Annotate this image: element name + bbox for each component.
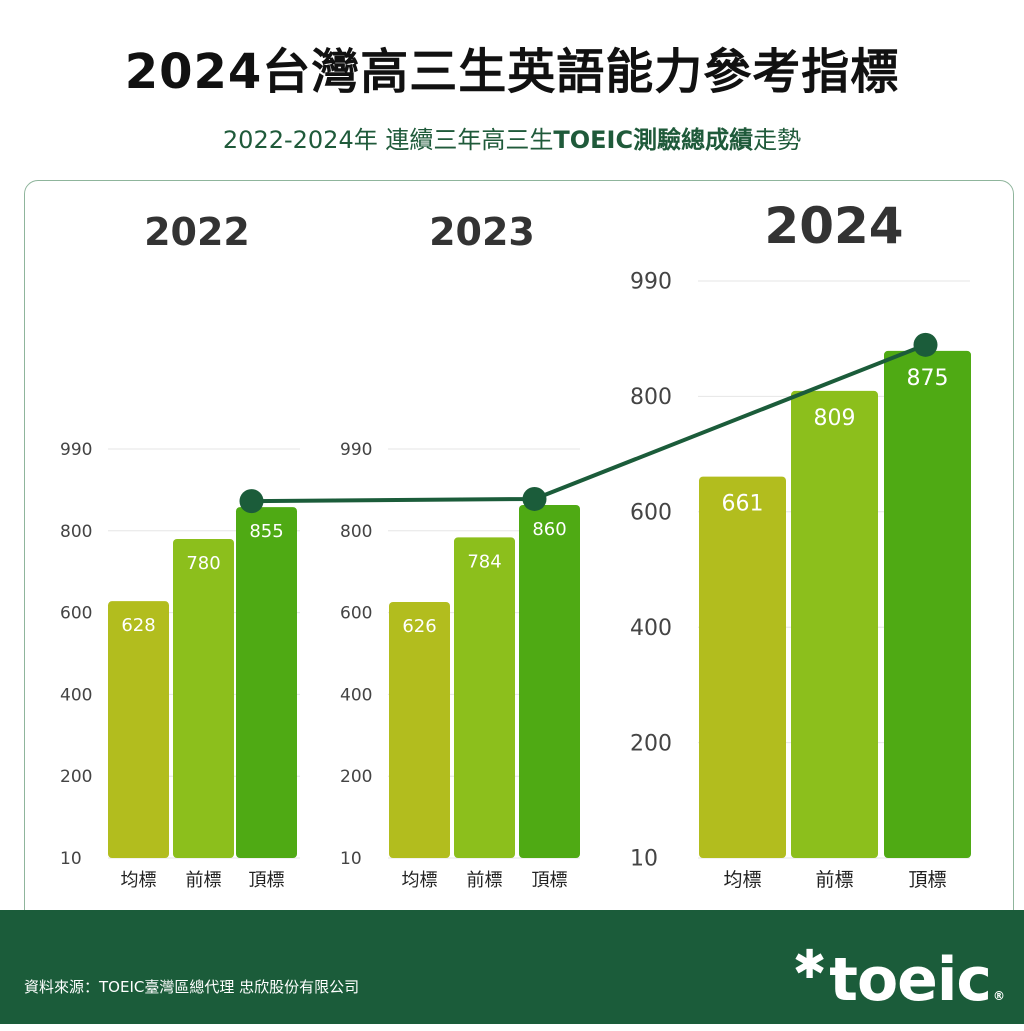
x-category-label: 頂標 [249,870,285,891]
y-tick-label: 990 [340,440,372,460]
y-tick-label: 400 [340,685,372,705]
source-note: 資料來源：TOEIC臺灣區總代理 忠欣股份有限公司 [24,978,360,996]
data-label: 855 [249,521,283,542]
x-category-label: 頂標 [908,869,946,891]
panel-title-2023: 2023 [429,210,535,254]
registered-mark: ® [993,989,1005,1003]
subtitle-emphasis: TOEIC測驗總成績 [553,126,754,154]
x-category-label: 頂標 [532,870,568,891]
y-tick-label: 990 [630,270,672,295]
bar-頂標 [519,504,580,858]
x-category-label: 均標 [402,870,438,891]
trend-point-2024 [913,332,938,357]
bar-頂標 [884,350,971,858]
y-tick-label: 10 [630,847,658,872]
x-category-label: 前標 [186,870,222,891]
data-label: 626 [402,616,436,637]
bar-均標 [108,601,169,858]
bar-均標 [389,601,450,858]
x-category-label: 前標 [815,869,853,891]
x-category-label: 前標 [467,870,503,891]
y-tick-label: 400 [630,616,672,641]
subtitle-suffix: 走勢 [753,126,802,154]
y-tick-label: 400 [60,685,92,705]
toeic-logo: ✱toeic ® [792,930,1005,1031]
y-tick-label: 200 [340,767,372,787]
y-tick-label: 200 [630,731,672,756]
data-label: 809 [814,406,856,431]
data-label: 628 [121,615,155,636]
y-tick-label: 800 [60,522,92,542]
bar-前標 [791,390,878,858]
bar-前標 [173,538,234,858]
data-label: 784 [467,551,501,572]
trend-point-2022 [239,489,264,514]
logo-text: toeic [829,945,992,1015]
footer-bar: 資料來源：TOEIC臺灣區總代理 忠欣股份有限公司 ✱toeic ® [0,910,1024,1024]
bar-頂標 [236,507,297,858]
data-label: 860 [532,519,566,540]
asterisk-icon: ✱ [792,942,827,988]
panel-title-2024: 2024 [764,197,903,255]
y-tick-label: 600 [340,604,372,624]
trend-point-2023 [522,486,547,511]
bar-均標 [699,476,786,858]
y-tick-label: 800 [630,385,672,410]
y-tick-label: 600 [630,501,672,526]
data-label: 661 [722,492,764,517]
chart-subtitle: 2022-2024年 連續三年高三生TOEIC測驗總成績走勢 [0,120,1024,155]
chart-title: 2024台灣高三生英語能力參考指標 [124,44,900,100]
y-tick-label: 200 [60,767,92,787]
y-tick-label: 990 [60,440,92,460]
data-label: 780 [186,553,220,574]
y-tick-label: 10 [60,849,82,869]
y-tick-label: 800 [340,522,372,542]
data-label: 875 [907,366,949,391]
y-tick-label: 10 [340,849,362,869]
y-tick-label: 600 [60,604,92,624]
x-category-label: 均標 [723,869,761,891]
bar-前標 [454,537,515,858]
x-category-label: 均標 [121,870,157,891]
panel-title-2022: 2022 [144,210,250,254]
subtitle-prefix: 2022-2024年 連續三年高三生 [222,126,554,154]
